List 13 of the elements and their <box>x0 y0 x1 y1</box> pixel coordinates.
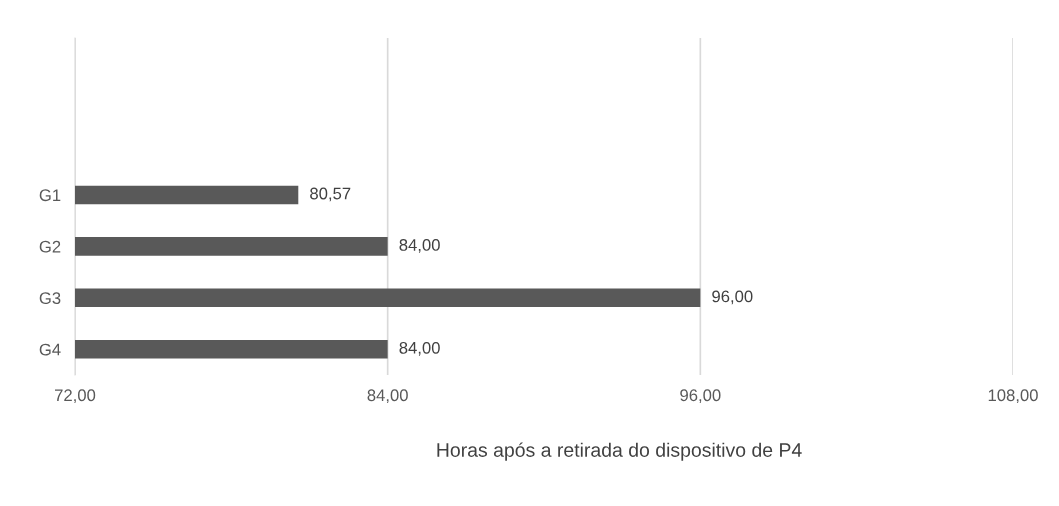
data-label: 84,00 <box>399 239 440 253</box>
x-tick-label: 72,00 <box>55 389 96 404</box>
y-tick-label: G2 <box>39 240 61 253</box>
data-label: 96,00 <box>712 290 753 305</box>
x-axis-title: Horas após a retirada do dispositivo de P4 <box>437 442 802 461</box>
y-tick-label: G1 <box>39 189 61 202</box>
y-tick-label: G3 <box>39 292 61 305</box>
data-label: 80,57 <box>310 187 351 202</box>
x-tick-label: 84,00 <box>367 389 408 404</box>
x-tick-label: 108,00 <box>988 389 1038 404</box>
data-label: 84,00 <box>399 341 440 356</box>
x-tick-label: 96,00 <box>680 389 721 404</box>
y-tick-label: G4 <box>39 343 61 356</box>
